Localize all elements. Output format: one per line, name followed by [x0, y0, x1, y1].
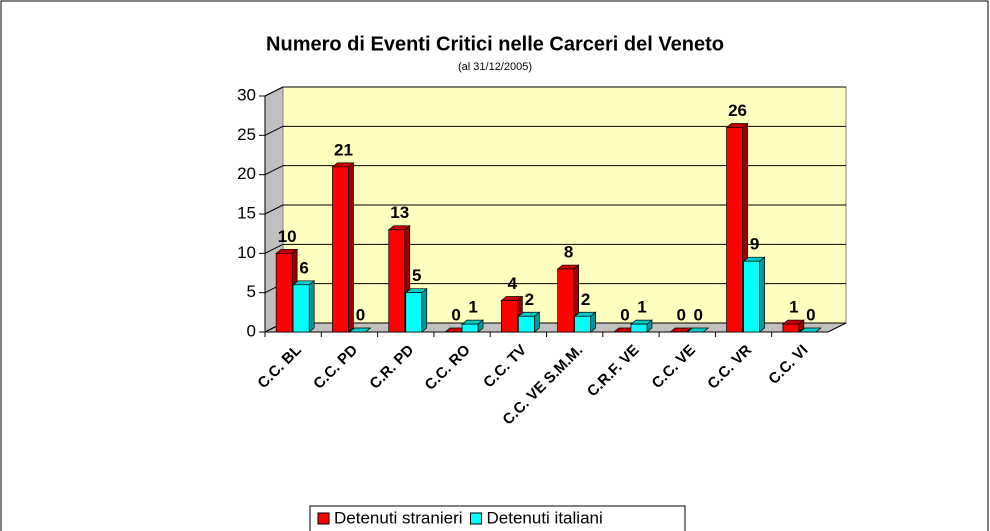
bar — [501, 300, 518, 333]
value-label: 1 — [468, 298, 477, 317]
legend-swatch — [317, 512, 330, 525]
bar — [332, 166, 349, 333]
bar — [275, 252, 293, 333]
bar-top — [798, 327, 822, 333]
bar — [388, 229, 406, 333]
bar-top — [686, 327, 710, 333]
value-label: 26 — [728, 101, 747, 120]
value-label: 13 — [390, 203, 409, 222]
value-label: 6 — [299, 258, 308, 277]
value-label: 5 — [412, 266, 421, 285]
bar-side — [759, 256, 765, 333]
y-tick-label: 0 — [247, 321, 256, 340]
value-label: 0 — [356, 305, 365, 324]
legend-swatch — [470, 512, 483, 525]
y-tick-label: 10 — [237, 243, 256, 262]
grid-line-side — [264, 204, 284, 215]
value-label: 10 — [278, 227, 297, 246]
value-label: 0 — [806, 305, 815, 324]
value-label: 1 — [789, 298, 798, 317]
legend-box — [309, 505, 686, 531]
value-label: 0 — [694, 305, 703, 324]
bar — [630, 323, 648, 333]
legend: Detenuti stranieri Detenuti italiani — [309, 505, 686, 531]
grid-line-side — [264, 243, 284, 254]
chart-subtitle: (al 31/12/2005) — [458, 61, 532, 73]
legend-label: Detenuti italiani — [487, 508, 603, 527]
bar — [726, 127, 743, 333]
bar — [782, 323, 800, 333]
bar — [574, 315, 592, 333]
value-label: 0 — [620, 305, 629, 324]
value-label: 21 — [334, 140, 353, 159]
y-tick-label: 20 — [237, 164, 256, 183]
bar — [743, 260, 760, 333]
y-tick-label: 15 — [237, 203, 256, 222]
value-label: 8 — [564, 243, 573, 262]
value-label: 0 — [451, 305, 460, 324]
grid-line-side — [264, 165, 284, 176]
value-label: 4 — [508, 274, 518, 293]
bar-side — [421, 287, 428, 333]
bar — [292, 284, 310, 333]
value-label: 9 — [750, 235, 759, 254]
y-tick-label: 30 — [237, 85, 256, 104]
bar-top — [348, 327, 372, 333]
chart-title: Numero di Eventi Critici nelle Carceri d… — [266, 33, 724, 55]
bar-top — [669, 327, 693, 333]
grid-line-side — [264, 86, 284, 97]
bar — [405, 292, 423, 333]
bar — [557, 268, 575, 333]
bar-side — [308, 280, 315, 333]
value-label: 1 — [637, 298, 646, 317]
value-label: 0 — [677, 305, 686, 324]
y-tick-label: 5 — [247, 282, 256, 301]
bar — [461, 323, 479, 333]
value-label: 2 — [581, 290, 590, 309]
grid-line-side — [264, 125, 284, 136]
y-tick-label: 25 — [237, 125, 256, 144]
bar-side — [348, 162, 354, 333]
value-label: 2 — [525, 290, 534, 309]
legend-label: Detenuti stranieri — [334, 508, 463, 527]
bar — [517, 315, 535, 333]
